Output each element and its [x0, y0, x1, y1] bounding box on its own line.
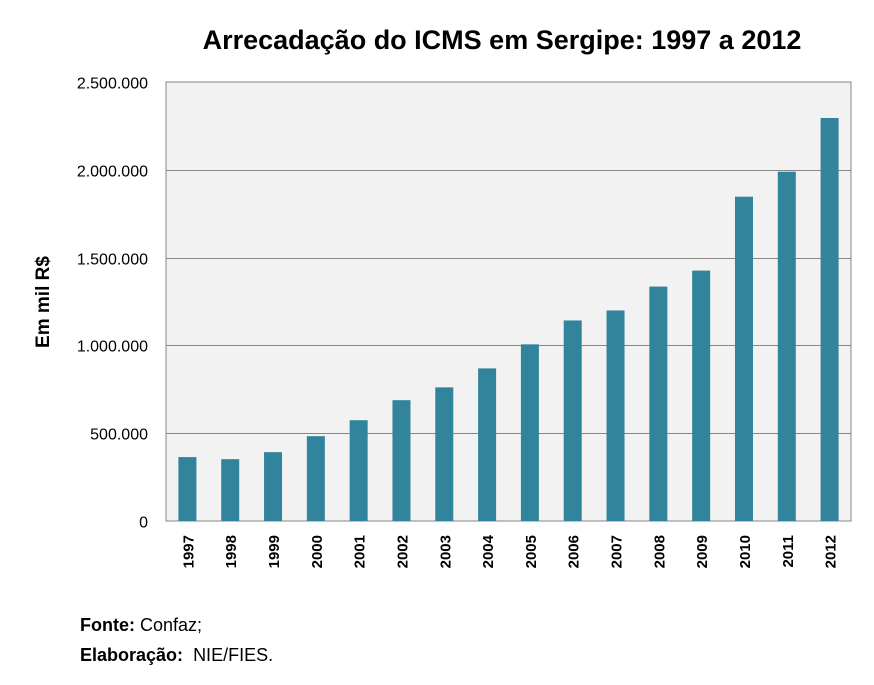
y-axis-label: Em mil R$ — [33, 256, 54, 348]
credit-value: NIE/FIES. — [193, 645, 274, 665]
x-tick-label: 1998 — [223, 535, 240, 568]
bar-2005 — [520, 344, 539, 521]
source-note: Fonte: Confaz; — [80, 615, 202, 636]
x-tick-label: 2003 — [437, 535, 454, 568]
credit-label: Elaboração: — [80, 645, 184, 665]
bars — [178, 117, 839, 522]
x-axis-ticks: 1997 1998 1999 2000 2001 2002 2003 2004 2005 2006… — [180, 534, 839, 568]
x-tick-label: 2012 — [823, 535, 840, 568]
bar-2004 — [478, 368, 497, 521]
x-tick-label: 2008 — [651, 535, 668, 568]
source-value: Confaz; — [140, 615, 203, 635]
bar-1998 — [221, 459, 240, 521]
y-axis-ticks: 0 500.000 1.000.000 1.500.000 2.000.000 2.500… — [77, 76, 148, 532]
x-tick-label: 2011 — [780, 535, 797, 568]
y-tick-label: 2.500.000 — [77, 76, 148, 93]
x-tick-label: 1997 — [180, 535, 197, 568]
x-tick-label: 2000 — [309, 535, 326, 568]
bar-1999 — [264, 452, 283, 521]
bar-2000 — [306, 436, 325, 521]
bar-1997 — [178, 457, 197, 521]
y-tick-label: 2.000.000 — [77, 164, 148, 181]
y-tick-label: 500.000 — [90, 427, 148, 444]
bar-2002 — [392, 400, 411, 521]
x-tick-label: 2010 — [737, 535, 754, 568]
y-tick-label: 1.500.000 — [77, 252, 148, 269]
x-tick-label: 2009 — [694, 535, 711, 568]
bar-2007 — [606, 310, 625, 521]
bar-2001 — [349, 420, 368, 521]
x-tick-label: 2002 — [394, 535, 411, 568]
credit-note: Elaboração: NIE/FIES. — [80, 645, 273, 666]
bar-2012 — [820, 117, 839, 522]
x-tick-label: 2004 — [480, 534, 497, 568]
x-tick-label: 2001 — [352, 535, 369, 568]
bar-2011 — [777, 171, 796, 521]
bar-2006 — [563, 320, 582, 521]
bar-2009 — [692, 270, 711, 521]
chart: Arrecadação do ICMS em Sergipe: 1997 a 2… — [33, 25, 852, 568]
bar-2008 — [649, 286, 668, 521]
x-tick-label: 2007 — [609, 535, 626, 568]
source-label: Fonte: — [80, 615, 135, 635]
y-tick-label: 0 — [139, 515, 148, 532]
chart-title: Arrecadação do ICMS em Sergipe: 1997 a 2… — [203, 25, 802, 55]
y-tick-label: 1.000.000 — [77, 339, 148, 356]
bar-2003 — [435, 387, 454, 521]
x-tick-label: 2005 — [523, 535, 540, 568]
bar-2010 — [734, 196, 753, 521]
x-tick-label: 2006 — [566, 535, 583, 568]
x-tick-label: 1999 — [266, 535, 283, 568]
